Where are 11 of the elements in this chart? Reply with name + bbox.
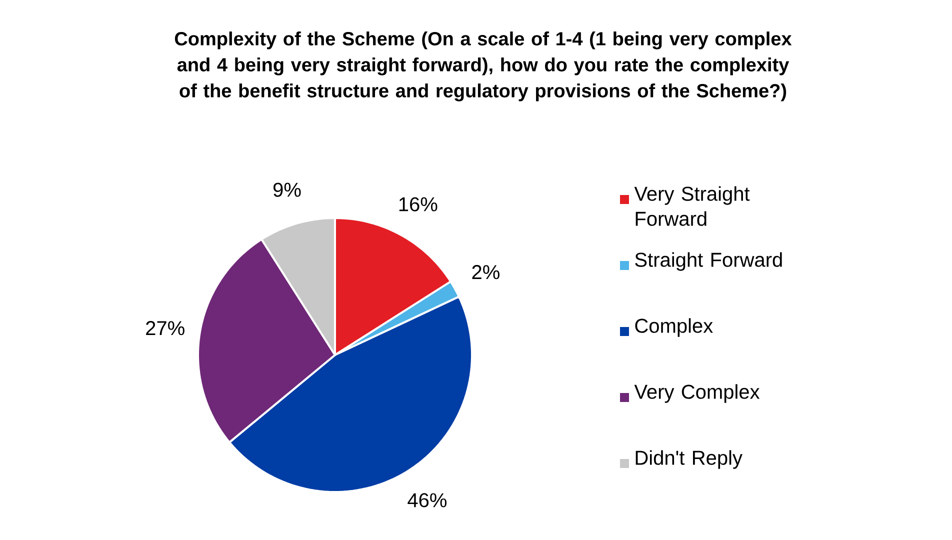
data-label: 27% (146, 321, 184, 336)
chart-title: Complexity of the Scheme (On a scale of 1-4 (1 being very complex and 4 being very straight forward), how do you rate the complexity of the benefit structure and regulatory provisions of the Scheme?) (174, 32, 792, 102)
data-label: 16% (399, 197, 438, 212)
legend-label: Very Straight Forward (634, 186, 750, 226)
data-label: 9% (273, 182, 301, 197)
legend-label: Complex (635, 318, 713, 337)
data-label: 46% (408, 493, 447, 508)
legend-label: Didn't Reply (636, 450, 742, 469)
legend-label: Very Complex (634, 384, 760, 403)
legend-label: Straight Forward (635, 252, 782, 271)
data-label: 2% (472, 265, 500, 280)
